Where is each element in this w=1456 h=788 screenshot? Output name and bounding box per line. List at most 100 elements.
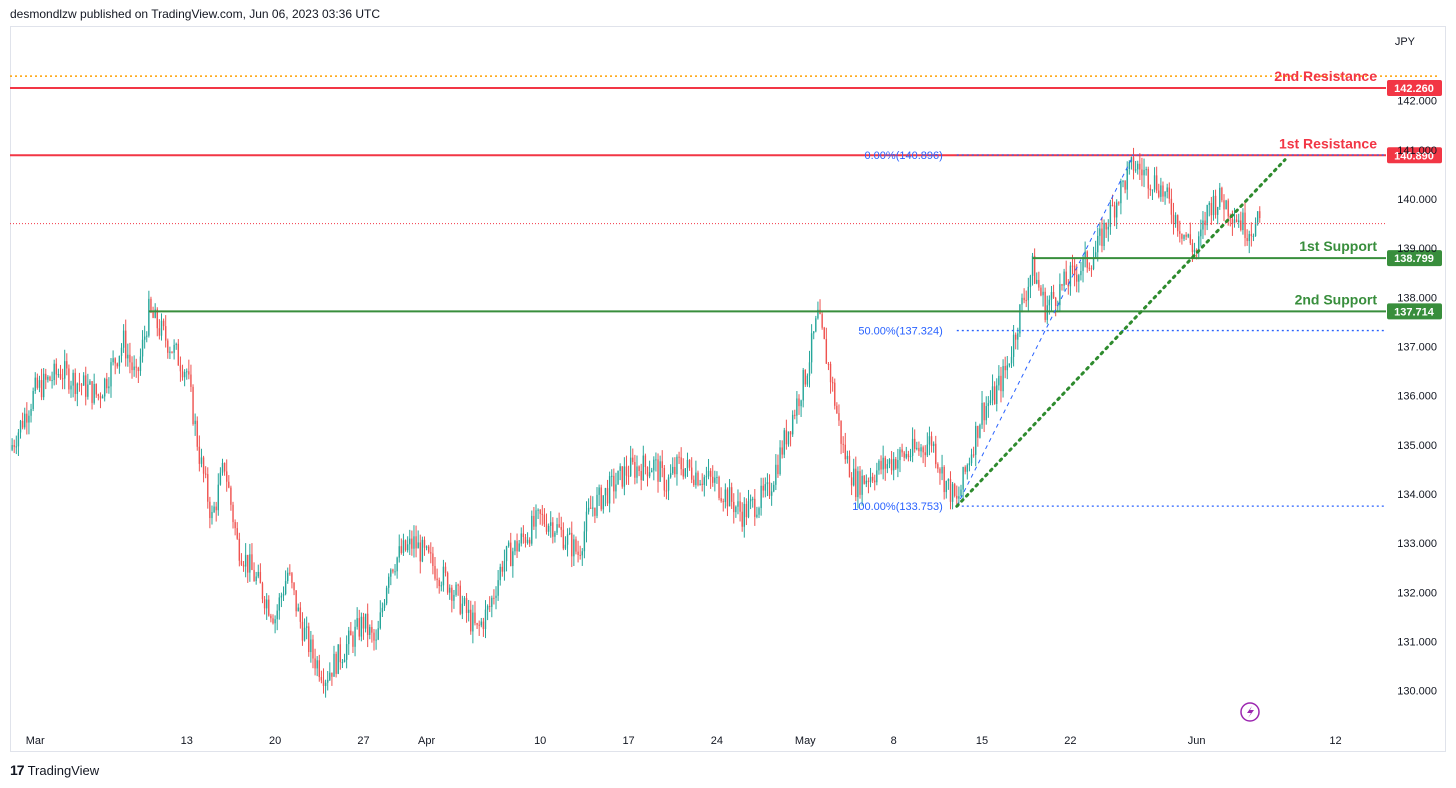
candle-body <box>709 470 712 477</box>
candle-body <box>1122 181 1124 183</box>
candle-body <box>1162 185 1164 197</box>
y-tick-label: 132.000 <box>1397 587 1437 599</box>
candle-body <box>1244 212 1246 239</box>
candle-body <box>1054 297 1057 306</box>
candle-body <box>1033 255 1036 284</box>
candle-body <box>911 438 914 456</box>
candle-body <box>1069 265 1072 287</box>
candle-body <box>36 377 39 388</box>
candle-body <box>341 662 344 664</box>
candle-body <box>91 381 93 403</box>
candle-body <box>684 468 687 477</box>
candle-body <box>545 524 548 532</box>
candle-body <box>375 639 377 641</box>
candle-body <box>114 358 116 364</box>
candle-body <box>566 534 569 545</box>
candle-body <box>108 386 110 389</box>
candle-body <box>1111 204 1114 206</box>
candle-body <box>1073 265 1076 275</box>
currency-label: JPY <box>1395 36 1416 48</box>
candle-body <box>200 457 203 464</box>
candle-body <box>998 375 1000 386</box>
candle-body <box>215 506 217 511</box>
candle-body <box>339 644 342 663</box>
candle-body <box>638 466 640 472</box>
candle-body <box>785 430 788 445</box>
candle-body <box>301 621 304 641</box>
lightning-icon[interactable] <box>1240 702 1260 722</box>
candle-body <box>240 560 243 565</box>
candle-body <box>991 386 994 401</box>
tradingview-logo[interactable]: 17 TradingView <box>10 762 99 778</box>
candle-body <box>188 371 190 375</box>
candle-body <box>156 309 158 329</box>
candle-body <box>857 471 859 498</box>
y-tick-label: 140.000 <box>1397 194 1437 206</box>
candle-body <box>608 476 611 504</box>
candle-body <box>888 459 891 464</box>
candle-body <box>1031 255 1034 276</box>
candle-body <box>735 506 737 513</box>
candle-body <box>674 466 676 475</box>
chart-frame <box>10 26 1446 752</box>
candle-body <box>383 603 386 608</box>
candle-body <box>354 626 356 647</box>
candle-body <box>688 459 691 468</box>
candle-body <box>718 476 720 499</box>
candle-body <box>648 472 651 477</box>
candle-body <box>293 582 295 591</box>
candle-body <box>979 424 981 438</box>
candle-body <box>85 375 87 397</box>
candle-body <box>701 483 703 485</box>
candle-body <box>350 630 352 636</box>
candle-body <box>867 480 870 483</box>
candle-body <box>585 511 588 532</box>
level-label: 2nd Support <box>1295 291 1378 307</box>
candle-body <box>21 420 24 428</box>
candle-body <box>644 455 647 468</box>
x-tick-label: 20 <box>269 735 281 747</box>
candle-body <box>1185 234 1187 237</box>
candle-body <box>895 458 897 469</box>
candle-body <box>247 554 249 573</box>
level-label: 1st Resistance <box>1279 135 1377 151</box>
candle-body <box>779 447 781 475</box>
candle-body <box>202 457 205 474</box>
candle-body <box>596 494 598 516</box>
candle-body <box>1036 279 1038 284</box>
candle-body <box>665 490 668 492</box>
y-tick-label: 131.000 <box>1397 636 1437 648</box>
candle-body <box>1071 265 1074 267</box>
candle-body <box>211 511 213 519</box>
candle-body <box>352 635 354 647</box>
candle-body <box>815 318 817 332</box>
candle-body <box>627 475 630 477</box>
candle-body <box>874 480 876 483</box>
candle-body <box>413 536 415 549</box>
candle-body <box>777 464 779 475</box>
candle-body <box>947 478 950 481</box>
candle-body <box>1164 192 1166 197</box>
candle-body <box>752 498 754 500</box>
candle-body <box>1141 169 1143 176</box>
candle-body <box>581 551 583 556</box>
tradingview-logo-text: TradingView <box>27 762 100 778</box>
candle-body <box>716 476 718 478</box>
candle-body <box>491 597 493 607</box>
candle-body <box>280 595 283 598</box>
candle-body <box>781 447 783 455</box>
y-tick-label: 138.000 <box>1397 292 1437 304</box>
candle-body <box>594 507 596 516</box>
candle-body <box>167 340 169 353</box>
candle-body <box>1012 334 1015 357</box>
candle-body <box>556 524 558 533</box>
candle-body <box>268 599 270 616</box>
candle-body <box>1155 175 1158 191</box>
candle-body <box>524 537 527 543</box>
candle-body <box>672 466 674 474</box>
candle-body <box>303 627 306 641</box>
candle-body <box>1204 220 1206 226</box>
candle-body <box>1210 202 1213 216</box>
candle-body <box>539 509 541 514</box>
